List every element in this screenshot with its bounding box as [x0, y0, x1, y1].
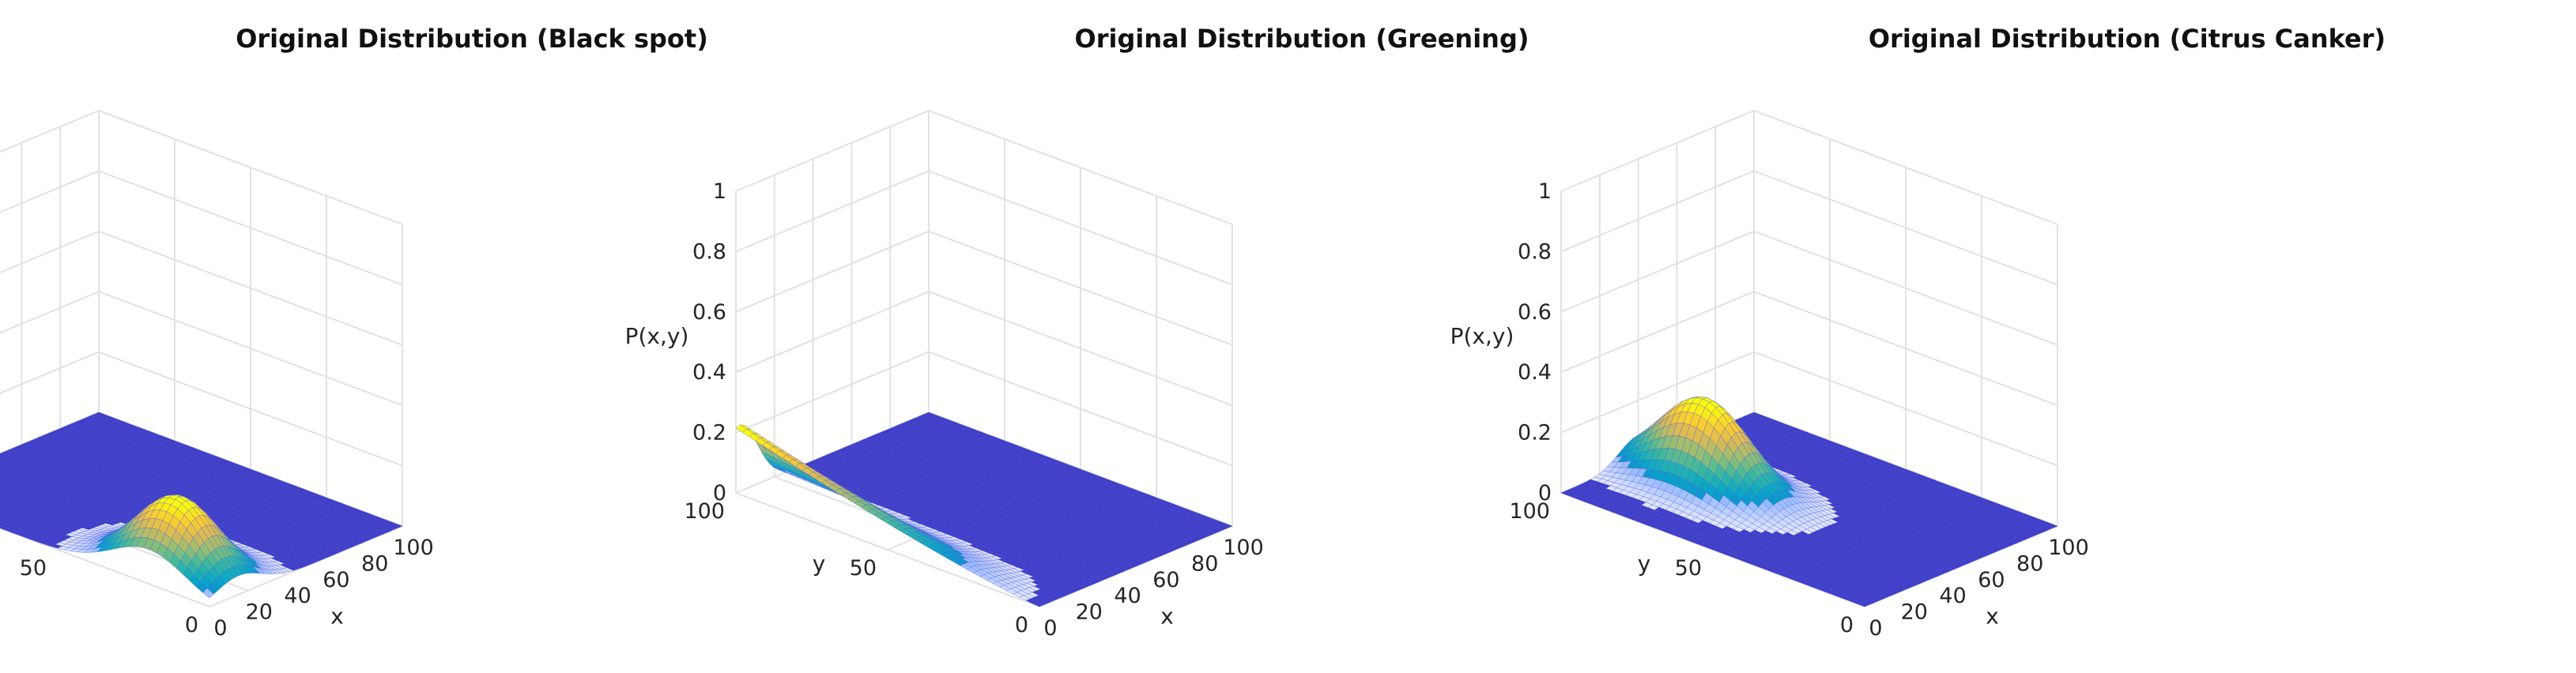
chart-title: Original Distribution (Black spot)	[236, 24, 708, 54]
x-tick-label: 0	[1869, 616, 1882, 641]
x-tick-label: 100	[1223, 536, 1264, 560]
x-tick-label: 20	[246, 600, 273, 625]
x-axis-label: x	[330, 603, 344, 630]
z-tick-label: 0.8	[692, 239, 726, 264]
x-tick-label: 40	[1114, 584, 1141, 608]
z-tick-label: 0.2	[1518, 421, 1552, 446]
z-tick-label: 0	[713, 481, 726, 506]
surface-black-spot	[0, 412, 403, 599]
x-tick-label: 80	[361, 551, 388, 576]
z-tick-label: 0.4	[1518, 360, 1552, 385]
x-tick-label: 100	[393, 536, 434, 560]
x-axis-label: x	[1986, 603, 1999, 630]
subplot-black-spot: 02040608010005010000.20.40.60.81xyP(x,y)…	[0, 24, 708, 641]
x-tick-label: 40	[284, 584, 311, 608]
z-tick-label: 0.2	[692, 421, 726, 446]
z-tick-label: 0	[1538, 481, 1552, 506]
z-axis-label: P(x,y)	[625, 323, 689, 349]
y-tick-label: 0	[1015, 613, 1028, 637]
z-tick-label: 0.4	[692, 360, 726, 385]
y-tick-label: 100	[684, 499, 725, 524]
z-tick-label: 0.6	[1518, 300, 1552, 325]
z-tick-label: 1	[713, 179, 726, 204]
y-axis-label: y	[813, 551, 826, 577]
y-tick-label: 50	[20, 556, 47, 581]
subplot-greening: 02040608010005010000.20.40.60.81xyP(x,y)…	[625, 24, 1529, 641]
x-tick-label: 40	[1939, 584, 1966, 608]
x-tick-label: 60	[1978, 568, 2005, 592]
chart-title: Original Distribution (Citrus Canker)	[1869, 24, 2386, 54]
x-tick-label: 60	[1152, 568, 1179, 592]
x-tick-label: 80	[1191, 551, 1218, 576]
y-tick-label: 0	[1840, 613, 1854, 637]
surface-citrus-canker	[1560, 396, 2058, 607]
x-tick-label: 100	[2048, 536, 2089, 560]
y-tick-label: 0	[185, 613, 198, 637]
y-tick-label: 50	[850, 556, 877, 581]
x-tick-label: 80	[2016, 551, 2043, 576]
x-tick-label: 0	[1043, 616, 1057, 641]
z-tick-label: 0.8	[1518, 239, 1552, 264]
z-tick-label: 0.6	[692, 300, 726, 325]
x-tick-label: 20	[1901, 600, 1928, 625]
x-axis-label: x	[1160, 603, 1174, 630]
surface-greening	[735, 412, 1233, 607]
y-tick-label: 50	[1675, 556, 1702, 581]
z-tick-label: 1	[1538, 179, 1552, 204]
y-tick-label: 100	[1509, 499, 1550, 524]
chart-title: Original Distribution (Greening)	[1075, 24, 1529, 54]
x-tick-label: 20	[1076, 600, 1103, 625]
x-tick-label: 0	[213, 616, 227, 641]
y-axis-label: y	[1638, 551, 1651, 577]
subplot-citrus-canker: 02040608010005010000.20.40.60.81xyP(x,y)…	[1450, 24, 2386, 641]
x-tick-label: 60	[322, 568, 349, 592]
z-axis-label: P(x,y)	[1450, 323, 1514, 349]
